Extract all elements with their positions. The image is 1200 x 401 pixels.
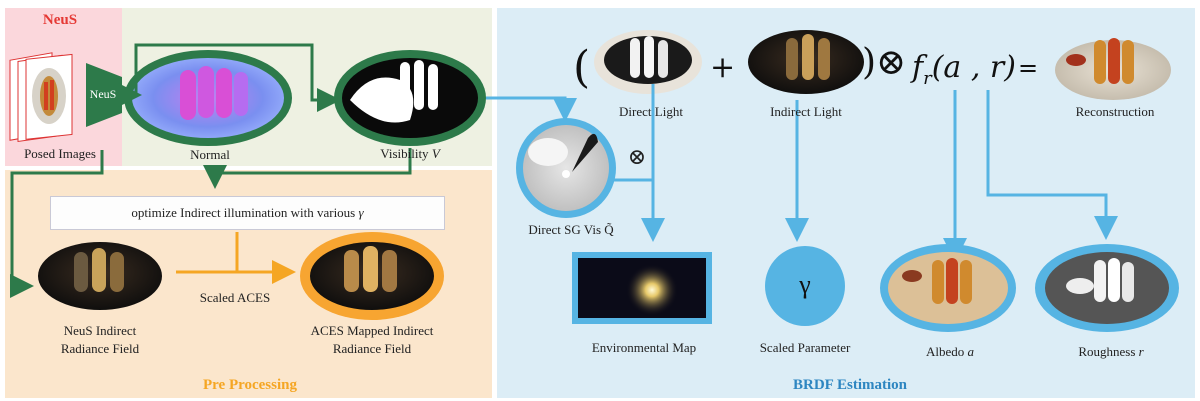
aces-label-line2: Radiance Field — [332, 341, 412, 356]
preprocessing-title: Pre Processing — [202, 377, 297, 393]
albedo-var: a — [967, 344, 975, 359]
visibility-var: V — [431, 146, 440, 161]
albedo-label: Albedo a — [900, 344, 1000, 360]
neus-block-label: NeuS — [89, 87, 117, 101]
albedo-text: Albedo — [925, 344, 968, 359]
posed-images-stack — [9, 52, 73, 143]
formula-sub: r — [923, 68, 932, 89]
neus-indirect-plate — [38, 242, 162, 310]
direct-sg-vis-label: Direct SG Vis Q̃ — [528, 222, 614, 237]
normal-label: Normal — [190, 147, 230, 162]
formula-close-otimes: )⊗ — [862, 42, 907, 83]
formula-args: (a , r) — [931, 50, 1016, 85]
environmental-map-label: Environmental Map — [591, 340, 697, 355]
gamma-symbol: γ — [799, 270, 811, 299]
indirect-light-plate — [748, 30, 864, 94]
optimize-var: γ — [358, 205, 364, 220]
neus-network-block — [86, 63, 122, 127]
albedo-plate — [880, 244, 1016, 332]
neus-indirect-label-line2: Radiance Field — [60, 341, 140, 356]
scaled-parameter-circle — [765, 246, 845, 326]
formula-func: fr(a , r) — [912, 50, 1016, 89]
otimes-symbol: ⊗ — [627, 144, 647, 169]
roughness-var: r — [1138, 344, 1144, 359]
scaled-parameter-label: Scaled Parameter — [759, 340, 851, 355]
formula-f: f — [912, 50, 924, 85]
formula-equals: = — [1018, 54, 1039, 82]
direct-sg-vis-sphere — [516, 118, 616, 218]
aces-mapped-plate — [300, 232, 444, 320]
brdf-title: BRDF Estimation — [792, 377, 908, 393]
optimize-text: optimize Indirect illumination with vari… — [131, 205, 356, 220]
aces-label-line1: ACES Mapped Indirect — [310, 323, 434, 338]
visibility-text: Visibility — [380, 146, 432, 161]
direct-light-label: Direct Light — [619, 104, 683, 119]
reconstruction-label: Reconstruction — [1075, 104, 1155, 119]
visibility-label: Visibility V — [350, 146, 470, 162]
posed-images-label: Posed Images — [24, 146, 96, 161]
roughness-plate — [1035, 244, 1179, 332]
environmental-map-image — [572, 252, 712, 324]
visibility-map-plate — [334, 50, 486, 146]
reconstruction-plate — [1055, 38, 1171, 100]
normal-map-plate — [124, 50, 292, 146]
scaled-aces-label: Scaled ACES — [199, 290, 271, 305]
optimize-indirect-box: optimize Indirect illumination with vari… — [50, 196, 445, 230]
roughness-text: Roughness — [1078, 344, 1139, 359]
neus-title: NeuS — [42, 12, 78, 28]
formula-open-paren: ( — [573, 42, 591, 93]
formula-plus: + — [710, 50, 736, 85]
neus-indirect-label-line1: NeuS Indirect — [63, 323, 137, 338]
direct-light-plate — [594, 30, 702, 94]
indirect-light-label: Indirect Light — [770, 104, 842, 119]
roughness-label: Roughness r — [1056, 344, 1166, 360]
